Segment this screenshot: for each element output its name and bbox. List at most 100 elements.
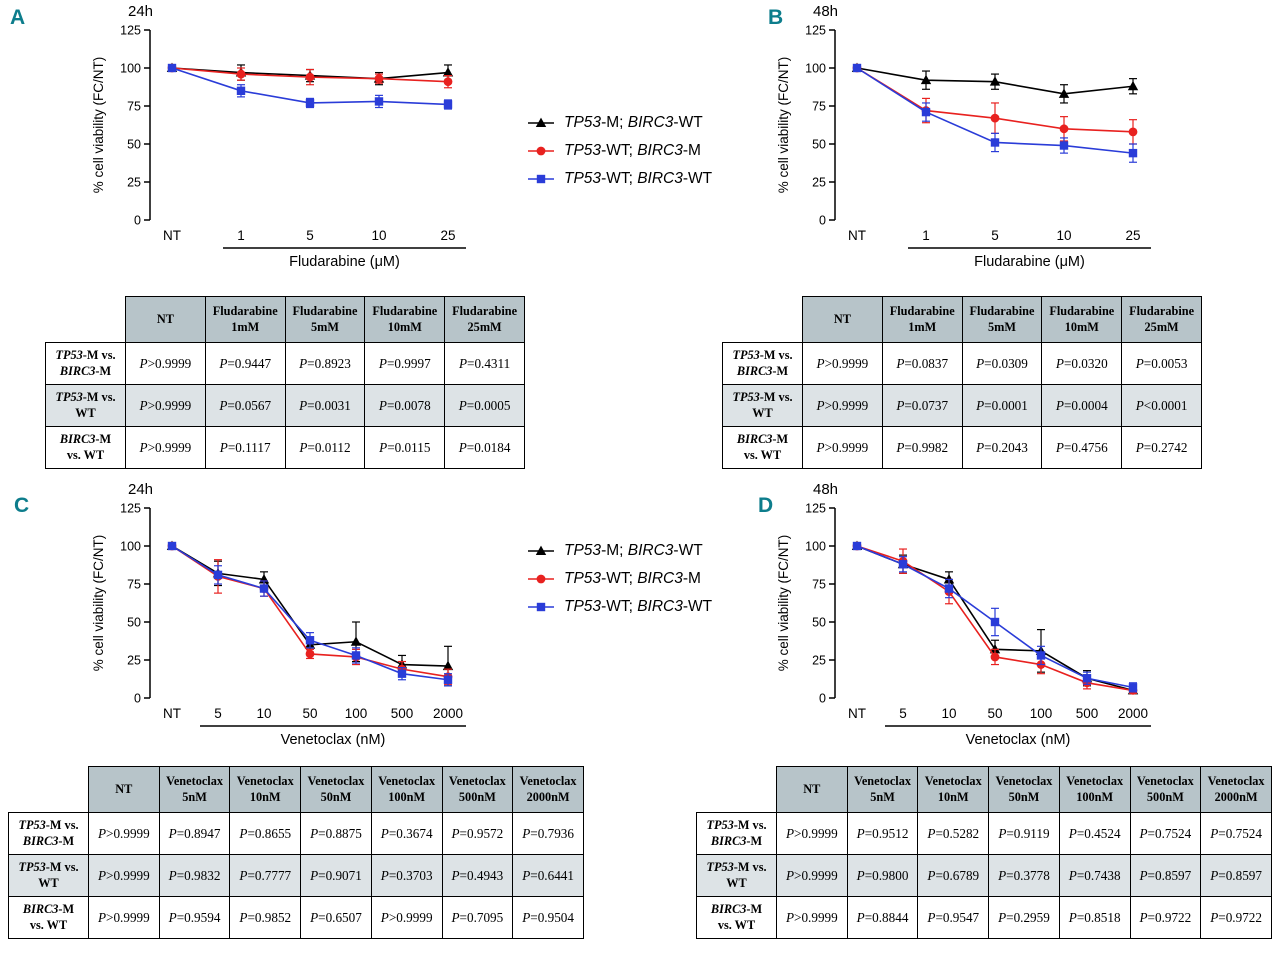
stat-table: NT Fludarabine 1mM Fludarabine 5mM Fludarabin… [45, 296, 525, 469]
table-row-label: TP53-M vs. WT [8, 854, 89, 897]
p-value-cell: P=0.2742 [1121, 426, 1202, 469]
p-value-cell: P=0.3674 [370, 812, 443, 855]
legend-label: TP53-WT; BIRC3-M [564, 570, 701, 587]
table-row: TP53-M vs. BIRC3-M P>0.9999 P=0.0837 P=0.030… [722, 342, 1202, 385]
y-tick-label: 75 [127, 578, 141, 592]
y-axis: 0 25 50 75 100 125 [120, 24, 151, 228]
p-value-cell: P=0.0184 [444, 426, 525, 469]
y-tick-label: 100 [120, 540, 141, 554]
square-marker [374, 97, 384, 106]
chart-title: 24h [128, 3, 153, 20]
panel-letter-c: C [14, 494, 30, 517]
p-value-cell: P=0.9447 [204, 342, 286, 385]
p-value-cell: P=0.1117 [204, 426, 286, 469]
y-tick-label: 75 [812, 578, 826, 592]
y-axis-label: % cell viability (FC/NT) [776, 57, 791, 194]
p-value-cell: P=0.8844 [846, 896, 919, 939]
triangle-marker [943, 574, 955, 584]
square-marker [1082, 674, 1092, 683]
stat-table: NT Fludarabine 1mM Fludarabine 5mM Fludarabin… [722, 296, 1202, 469]
table-col-header: Venetoclax 50nM [988, 766, 1060, 813]
p-value-cell: P=0.0078 [364, 384, 446, 427]
table-row: TP53-M vs. BIRC3-M P>0.9999 P=0.9512 P=0.528… [696, 812, 1272, 855]
table-row-label: BIRC3-M vs. WT [722, 426, 803, 469]
p-value-cell: P=0.9997 [364, 342, 446, 385]
circle-marker [1128, 127, 1138, 137]
table-col-header: Venetoclax 500nM [1129, 766, 1202, 813]
x-axis: NT 5 10 50 100 500 2000 Venetoclax (nM) [848, 706, 1151, 748]
p-value-cell: P=0.9722 [1129, 896, 1202, 939]
x-axis-label: Fludarabine (μM) [289, 254, 400, 270]
y-tick-label: 25 [127, 176, 141, 190]
table-col-header: Venetoclax 500nM [441, 766, 514, 813]
table-row-label: TP53-M vs. WT [696, 854, 777, 897]
x-tick-label: 50 [987, 706, 1002, 721]
p-value-cell: P=0.3778 [988, 854, 1060, 897]
square-marker [213, 570, 223, 580]
table-corner-cell [723, 297, 803, 343]
p-value-cell: P=0.4943 [441, 854, 514, 897]
square-marker [898, 560, 908, 569]
table-col-header: Fludarabine 10mM [1041, 296, 1123, 343]
table-row-label: TP53-M vs. BIRC3-M [696, 812, 777, 855]
p-value-cell: P=0.9722 [1200, 896, 1272, 939]
table-row: TP53-M vs. BIRC3-M P>0.9999 P=0.9447 P=0.892… [45, 342, 525, 385]
p-value-cell: P=0.5282 [917, 812, 990, 855]
circle-marker [305, 649, 315, 659]
y-tick-label: 50 [127, 138, 141, 152]
x-tick-label: 10 [256, 706, 271, 721]
p-value-cell: P=0.4756 [1041, 426, 1123, 469]
legend-item-0: TP53-M; BIRC3-WT [526, 542, 712, 560]
y-axis-label: % cell viability (FC/NT) [776, 535, 791, 672]
table-col-header: Venetoclax 2000nM [1200, 766, 1272, 813]
panel-letter-a: A [10, 6, 26, 29]
square-marker [852, 63, 862, 73]
x-tick-label: 5 [991, 228, 999, 243]
y-tick-label: 100 [120, 62, 141, 76]
triangle-marker [535, 117, 547, 127]
table-col-header: Fludarabine 5mM [284, 296, 366, 343]
circle-marker [443, 77, 453, 87]
p-value-cell: P>0.9999 [802, 426, 883, 469]
circle-marker [990, 652, 1000, 662]
table-col-header: NT [802, 296, 883, 343]
table-row-label: TP53-M vs. BIRC3-M [45, 342, 126, 385]
triangle-marker [442, 67, 454, 77]
square-marker [443, 100, 453, 109]
square-marker [944, 584, 954, 593]
legend-label: TP53-M; BIRC3-WT [564, 542, 703, 559]
chart-title: 24h [128, 481, 153, 498]
p-value-cell: P=0.8655 [229, 812, 302, 855]
y-tick-label: 0 [819, 692, 826, 706]
stat-table-panel-a: NT Fludarabine 1mM Fludarabine 5mM Fludarabin… [45, 296, 525, 469]
p-value-cell: P=0.0567 [204, 384, 286, 427]
stat-table-panel-b: NT Fludarabine 1mM Fludarabine 5mM Fludarabin… [722, 296, 1202, 469]
legend-item-2: TP53-WT; BIRC3-WT [526, 170, 712, 188]
y-tick-label: 0 [819, 214, 826, 228]
p-value-cell: P=0.8947 [158, 812, 231, 855]
p-value-cell: P=0.8875 [300, 812, 372, 855]
p-value-cell: P=0.9504 [512, 896, 584, 939]
table-row-label: BIRC3-M vs. WT [45, 426, 126, 469]
y-tick-label: 75 [127, 100, 141, 114]
p-value-cell: P>0.9999 [802, 384, 883, 427]
p-value-cell: P=0.7777 [229, 854, 302, 897]
table-corner-cell [697, 767, 777, 813]
y-tick-label: 25 [127, 654, 141, 668]
x-tick-label: 10 [371, 228, 386, 243]
square-marker [305, 636, 315, 645]
circle-marker [536, 146, 546, 156]
triangle-marker [442, 660, 454, 671]
x-tick-label: 100 [1030, 706, 1053, 721]
table-row: BIRC3-M vs. WT P>0.9999 P=0.1117 P=0.0112 P=0… [45, 426, 525, 469]
x-tick-label: 5 [306, 228, 314, 243]
p-value-cell: P>0.9999 [125, 342, 206, 385]
square-marker [167, 541, 177, 551]
square-marker [990, 138, 1000, 147]
stat-table-panel-c: NT Venetoclax 5nM Venetoclax 10nM Venetoclax 5… [8, 766, 584, 939]
table-row-label: BIRC3-M vs. WT [8, 896, 89, 939]
p-value-cell: P>0.9999 [776, 896, 848, 939]
square-marker [305, 98, 315, 108]
x-axis-label: Venetoclax (nM) [281, 732, 386, 748]
square-marker [921, 107, 931, 117]
